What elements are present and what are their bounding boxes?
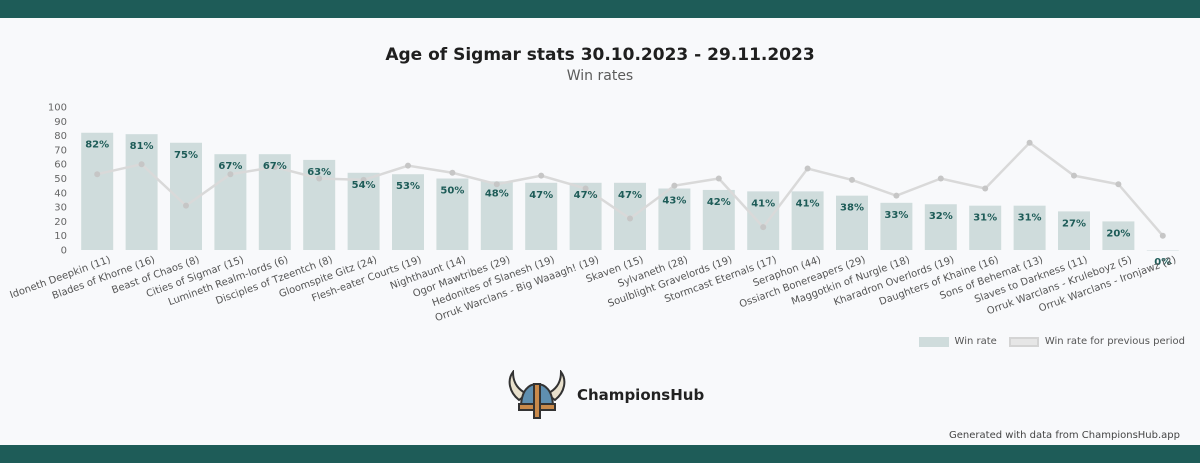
bar-24 bbox=[1146, 250, 1179, 251]
previous-period-point-18 bbox=[893, 192, 900, 199]
data-label-17: 38% bbox=[840, 203, 864, 214]
data-label-5: 63% bbox=[307, 167, 331, 178]
y-tick-label: 10 bbox=[54, 231, 67, 242]
previous-period-point-7 bbox=[405, 162, 411, 169]
previous-period-point-15 bbox=[760, 224, 767, 231]
bar-13 bbox=[658, 188, 691, 250]
previous-period-point-22 bbox=[1071, 172, 1077, 179]
y-tick-label: 20 bbox=[54, 217, 67, 228]
data-label-0: 82% bbox=[85, 140, 109, 151]
data-label-10: 47% bbox=[529, 190, 553, 201]
previous-period-point-12 bbox=[627, 215, 633, 222]
legend-label-win-rate: Win rate bbox=[954, 336, 997, 347]
brand: ChampionsHub bbox=[505, 370, 704, 420]
bar-7 bbox=[392, 174, 424, 250]
data-label-20: 31% bbox=[973, 213, 997, 224]
viking-helmet-icon bbox=[508, 370, 566, 419]
previous-period-point-8 bbox=[449, 169, 456, 176]
data-label-12: 47% bbox=[618, 190, 642, 201]
data-label-23: 20% bbox=[1106, 228, 1130, 239]
footer-credit: Generated with data from ChampionsHub.ap… bbox=[949, 430, 1180, 441]
bar-22 bbox=[1058, 211, 1090, 250]
y-tick-label: 90 bbox=[54, 117, 67, 128]
previous-period-point-19 bbox=[937, 175, 944, 182]
data-label-13: 43% bbox=[662, 196, 686, 207]
bar-6 bbox=[347, 172, 380, 250]
previous-period-point-10 bbox=[538, 172, 545, 179]
bar-23 bbox=[1102, 221, 1135, 250]
legend-item-win-rate[interactable]: Win rate bbox=[918, 336, 997, 347]
y-tick-label: 50 bbox=[54, 174, 67, 185]
data-label-6: 54% bbox=[352, 180, 376, 191]
y-tick-label: 80 bbox=[54, 131, 67, 142]
previous-period-point-3 bbox=[227, 171, 234, 178]
previous-period-point-13 bbox=[671, 182, 678, 189]
y-tick-label: 70 bbox=[54, 145, 67, 156]
chart-subtitle: Win rates bbox=[566, 68, 634, 84]
data-label-9: 48% bbox=[485, 188, 509, 199]
data-label-16: 41% bbox=[796, 198, 820, 209]
bar-3 bbox=[214, 154, 247, 250]
legend-swatch-win-rate bbox=[918, 336, 949, 347]
previous-period-point-2 bbox=[183, 202, 189, 209]
data-label-21: 31% bbox=[1018, 213, 1042, 224]
bottom-band bbox=[0, 445, 1200, 463]
bar-9 bbox=[480, 181, 513, 250]
data-label-11: 47% bbox=[574, 190, 598, 201]
data-label-24: 0% bbox=[1154, 257, 1171, 268]
previous-period-point-4 bbox=[271, 164, 278, 171]
previous-period-point-20 bbox=[982, 185, 989, 192]
data-label-22: 27% bbox=[1062, 218, 1086, 229]
bar-21 bbox=[1013, 205, 1046, 250]
data-label-1: 81% bbox=[130, 141, 154, 152]
bar-16 bbox=[791, 191, 824, 250]
legend-swatch-previous bbox=[1008, 336, 1039, 347]
y-tick-label: 0 bbox=[61, 246, 67, 257]
previous-period-point-21 bbox=[1026, 139, 1033, 146]
data-label-15: 41% bbox=[751, 198, 775, 209]
bar-8 bbox=[436, 178, 469, 250]
legend-item-previous[interactable]: Win rate for previous period bbox=[1008, 336, 1185, 347]
y-tick-label: 30 bbox=[54, 203, 67, 214]
previous-period-point-5 bbox=[316, 175, 323, 182]
data-label-4: 67% bbox=[263, 161, 287, 172]
previous-period-point-1 bbox=[138, 161, 145, 168]
bar-17 bbox=[836, 195, 868, 250]
previous-period-point-6 bbox=[360, 176, 367, 183]
data-label-14: 42% bbox=[707, 197, 731, 208]
chart-legend: Win rate Win rate for previous period bbox=[918, 336, 1185, 347]
y-tick-label: 100 bbox=[48, 103, 67, 114]
bar-1 bbox=[125, 134, 158, 250]
data-label-19: 32% bbox=[929, 211, 953, 222]
data-label-8: 50% bbox=[440, 186, 464, 197]
previous-period-point-14 bbox=[715, 175, 722, 182]
bar-0 bbox=[81, 132, 114, 250]
previous-period-point-11 bbox=[582, 185, 589, 192]
previous-period-point-23 bbox=[1115, 181, 1122, 188]
bar-14 bbox=[702, 189, 735, 250]
data-label-3: 67% bbox=[218, 161, 242, 172]
previous-period-point-0 bbox=[94, 171, 101, 178]
bar-18 bbox=[880, 202, 913, 250]
bar-10 bbox=[525, 182, 558, 250]
data-label-18: 33% bbox=[884, 210, 908, 221]
y-tick-label: 40 bbox=[54, 188, 67, 199]
data-label-2: 75% bbox=[174, 150, 198, 161]
bar-20 bbox=[969, 205, 1002, 250]
top-band bbox=[0, 0, 1200, 18]
data-label-7: 53% bbox=[396, 181, 420, 192]
previous-period-point-24 bbox=[1159, 232, 1166, 239]
chart-title: Age of Sigmar stats 30.10.2023 - 29.11.2… bbox=[385, 45, 815, 65]
brand-name: ChampionsHub bbox=[577, 386, 705, 404]
bar-15 bbox=[747, 191, 780, 250]
previous-period-point-9 bbox=[493, 181, 500, 188]
bar-11 bbox=[569, 182, 602, 250]
y-tick-label: 60 bbox=[54, 160, 67, 171]
legend-label-previous: Win rate for previous period bbox=[1044, 336, 1185, 347]
bar-19 bbox=[924, 204, 957, 250]
previous-period-point-17 bbox=[849, 176, 855, 183]
previous-period-point-16 bbox=[804, 165, 811, 172]
